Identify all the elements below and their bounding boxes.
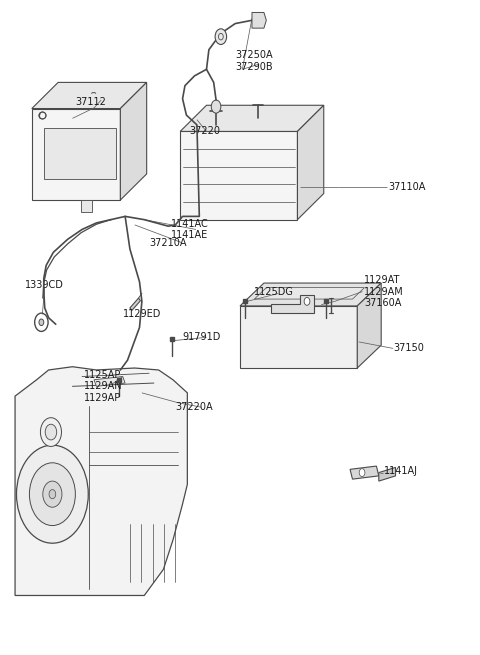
Polygon shape [15,367,187,595]
Polygon shape [240,306,357,368]
Text: 1125AP
1129AN
1129AP: 1125AP 1129AN 1129AP [84,369,123,403]
Text: 1129AT
1129AM
37160A: 1129AT 1129AM 37160A [364,275,404,308]
Text: 1141AJ: 1141AJ [384,466,418,476]
Text: 1125DG: 1125DG [254,286,294,297]
Polygon shape [44,128,116,179]
Text: 37220: 37220 [190,126,221,136]
Polygon shape [120,83,147,200]
Polygon shape [357,283,381,368]
Text: 37112: 37112 [75,97,106,107]
Polygon shape [271,295,314,313]
Polygon shape [94,377,125,386]
Polygon shape [180,132,298,219]
Bar [247,316,350,358]
Text: 37220A: 37220A [175,402,213,412]
Text: 37250A
37290B: 37250A 37290B [235,50,273,71]
Circle shape [304,297,310,305]
Circle shape [49,489,56,498]
Polygon shape [350,466,379,479]
Circle shape [40,418,61,447]
Circle shape [43,481,62,507]
Polygon shape [32,83,147,109]
Polygon shape [254,288,364,299]
Polygon shape [252,12,266,28]
Text: 37110A: 37110A [388,182,426,192]
Circle shape [39,319,44,326]
Polygon shape [81,200,93,212]
Circle shape [29,463,75,525]
Text: 1141AC
1141AE: 1141AC 1141AE [170,219,208,240]
Circle shape [211,100,221,113]
Polygon shape [240,283,381,306]
Polygon shape [32,109,120,200]
Text: 91791D: 91791D [182,332,221,343]
Circle shape [45,424,57,440]
Text: 37210A: 37210A [149,238,187,248]
Text: 1339CD: 1339CD [24,280,63,290]
Polygon shape [379,468,396,481]
Polygon shape [298,105,324,219]
Circle shape [215,29,227,45]
Text: 1129ED: 1129ED [123,309,161,320]
Circle shape [16,445,88,543]
Text: 37150: 37150 [393,343,424,354]
Circle shape [359,469,365,477]
Polygon shape [130,298,141,310]
Polygon shape [180,105,324,132]
